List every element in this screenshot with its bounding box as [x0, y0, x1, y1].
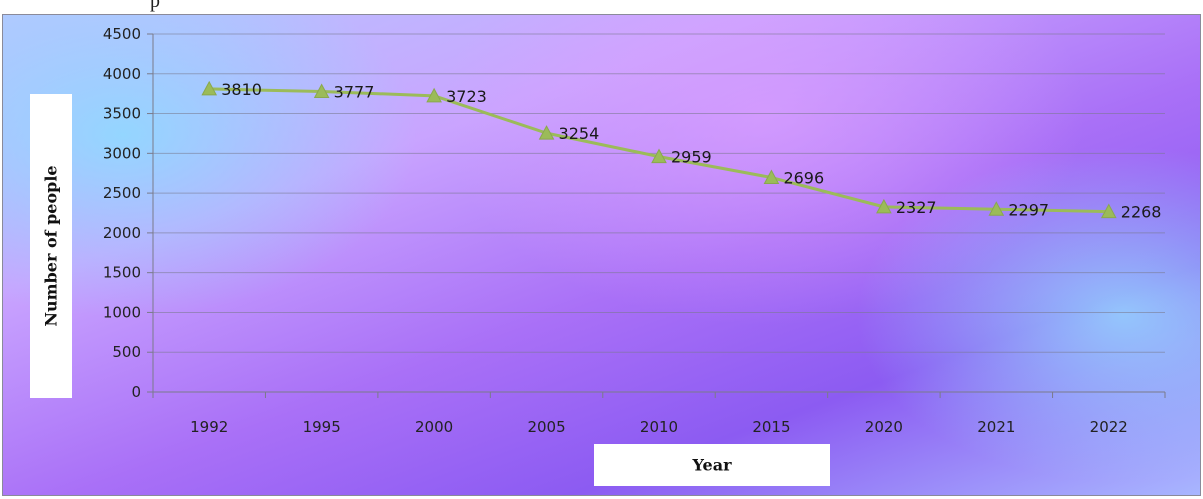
- data-point-marker: [538, 125, 555, 140]
- data-label: 3723: [446, 87, 487, 106]
- y-tick-label: 0: [131, 383, 141, 401]
- y-tick-label: 1000: [103, 303, 141, 321]
- y-tick-label: 4000: [103, 65, 141, 83]
- y-axis-title: Number of people: [41, 165, 61, 327]
- x-tick-label: 2021: [977, 418, 1015, 436]
- x-tick-label: 2010: [640, 418, 678, 436]
- data-labels: 3810 3777 3723 3254 2959 2696 2327 2297 2268: [221, 80, 1161, 222]
- data-label: 3254: [559, 124, 600, 143]
- data-label: 2696: [783, 169, 824, 188]
- data-point-marker: [1100, 203, 1117, 219]
- x-tick-label: 2020: [865, 418, 903, 436]
- x-tick-label: 2000: [415, 418, 453, 436]
- data-point-marker: [988, 201, 1005, 216]
- data-point-marker: [876, 198, 892, 214]
- y-tick-label: 500: [112, 343, 141, 361]
- data-label: 2297: [1008, 200, 1049, 219]
- data-label: 2959: [671, 148, 712, 167]
- data-label: 2327: [896, 198, 937, 217]
- x-axis-title-box: Year: [594, 444, 830, 486]
- data-point-marker: [201, 80, 218, 96]
- y-axis-ticks: 0 500 1000 1500 2000 2500 3000 3500 4000 4500: [103, 25, 141, 401]
- y-tick-label: 3000: [103, 144, 141, 162]
- data-point-marker: [651, 148, 667, 164]
- gridlines: [147, 33, 1166, 398]
- data-label: 3777: [334, 83, 375, 102]
- x-tick-label: 1995: [303, 418, 341, 436]
- x-tick-label: 2005: [527, 418, 565, 436]
- y-tick-label: 2500: [103, 184, 141, 202]
- data-point-marker: [313, 83, 330, 99]
- y-tick-label: 3500: [103, 105, 141, 123]
- y-tick-label: 1500: [103, 264, 141, 282]
- x-tick-label: 1992: [190, 418, 228, 436]
- data-point-marker: [426, 87, 442, 103]
- x-tick-label: 2022: [1090, 418, 1128, 436]
- y-tick-label: 4500: [103, 25, 141, 43]
- data-point-marker: [763, 169, 780, 185]
- cropped-caption-strip: p: [0, 0, 1203, 14]
- x-axis-ticks: 1992 1995 2000 2005 2010 2015 2020 2021 2022: [190, 418, 1128, 436]
- data-label: 3810: [221, 80, 262, 99]
- series-markers: [201, 80, 1117, 219]
- y-tick-label: 2000: [103, 224, 141, 242]
- data-label: 2268: [1121, 203, 1162, 222]
- x-axis-title: Year: [692, 455, 732, 475]
- y-axis-title-box: Number of people: [30, 94, 72, 398]
- x-tick-label: 2015: [752, 418, 790, 436]
